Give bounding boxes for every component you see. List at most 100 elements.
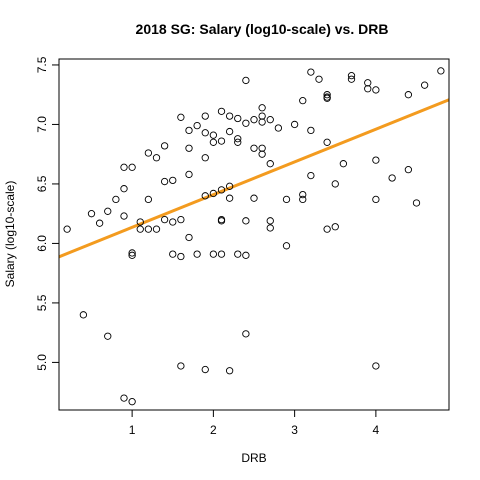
data-point xyxy=(136,218,144,226)
data-point xyxy=(225,182,234,190)
data-point xyxy=(234,114,242,123)
data-point xyxy=(120,394,128,402)
data-point xyxy=(412,199,421,207)
data-point xyxy=(372,86,380,94)
data-point xyxy=(169,218,177,226)
data-point xyxy=(250,144,258,152)
data-point xyxy=(160,177,169,186)
y-tick-label: 7.0 xyxy=(35,116,49,133)
data-point xyxy=(323,225,331,233)
data-point xyxy=(177,113,185,121)
data-point xyxy=(104,207,112,215)
data-point xyxy=(364,79,372,87)
data-point xyxy=(258,118,266,126)
data-point xyxy=(185,170,193,179)
data-point xyxy=(95,219,104,227)
y-axis: 5.0 5.5 6.0 6.5 7.0 7.5 xyxy=(35,56,59,371)
data-point xyxy=(120,185,128,193)
data-point xyxy=(242,76,250,85)
data-point xyxy=(217,217,226,225)
data-point xyxy=(193,250,201,258)
data-point xyxy=(307,68,315,76)
data-point xyxy=(152,225,161,233)
data-point xyxy=(177,362,185,370)
data-point xyxy=(250,194,258,202)
data-point xyxy=(209,250,218,258)
data-point xyxy=(258,104,266,112)
data-point xyxy=(225,127,234,136)
data-point xyxy=(177,252,185,261)
data-point xyxy=(104,332,112,340)
x-tick-label: 2 xyxy=(210,423,217,437)
data-point xyxy=(225,367,234,375)
data-point xyxy=(299,195,307,204)
data-point xyxy=(266,217,274,225)
data-point xyxy=(112,195,120,204)
data-point xyxy=(201,365,209,374)
y-tick-label: 6.0 xyxy=(35,235,49,252)
data-point xyxy=(282,195,291,204)
data-point xyxy=(120,212,128,220)
data-point xyxy=(307,126,315,135)
data-point xyxy=(217,137,226,145)
data-point xyxy=(144,149,153,157)
data-point xyxy=(323,138,331,146)
data-point xyxy=(234,138,242,146)
data-point xyxy=(331,180,339,188)
regression-line xyxy=(59,98,449,259)
data-point xyxy=(225,112,234,120)
data-point xyxy=(307,171,315,180)
data-points xyxy=(63,67,445,406)
x-axis-label: DRB xyxy=(241,451,266,465)
data-point xyxy=(347,72,356,80)
data-point xyxy=(258,112,266,120)
data-point xyxy=(331,223,339,231)
data-point xyxy=(282,242,291,250)
data-point xyxy=(299,96,307,105)
data-point xyxy=(323,91,331,99)
data-point xyxy=(128,398,136,406)
data-point xyxy=(169,250,177,258)
data-point xyxy=(144,225,153,233)
data-point xyxy=(437,67,445,75)
data-point xyxy=(128,251,136,259)
data-point xyxy=(372,362,380,370)
data-point xyxy=(152,154,161,162)
data-point xyxy=(290,120,299,129)
data-point xyxy=(217,250,226,258)
data-point xyxy=(209,131,218,139)
y-tick-label: 6.5 xyxy=(35,175,49,192)
data-point xyxy=(250,116,258,124)
chart-title: 2018 SG: Salary (log10-scale) vs. DRB xyxy=(136,21,389,37)
data-point xyxy=(420,81,429,89)
data-point xyxy=(120,163,128,171)
data-point xyxy=(372,195,380,204)
data-point xyxy=(160,215,169,224)
data-point xyxy=(185,126,193,135)
data-point xyxy=(388,174,396,182)
data-point xyxy=(234,135,242,143)
data-point xyxy=(136,225,144,233)
data-point xyxy=(372,156,380,164)
data-point xyxy=(258,150,266,158)
data-point xyxy=(217,107,226,116)
y-tick-label: 5.0 xyxy=(35,354,49,371)
data-point xyxy=(242,330,250,338)
data-point xyxy=(63,225,71,233)
data-point xyxy=(274,124,283,132)
data-point xyxy=(404,91,413,99)
data-point xyxy=(144,195,153,204)
data-point xyxy=(193,121,201,130)
data-point xyxy=(201,112,209,120)
data-point xyxy=(315,75,323,83)
data-point xyxy=(347,75,356,83)
data-point xyxy=(242,119,250,127)
plot-area-frame xyxy=(58,58,450,411)
data-point xyxy=(266,160,274,168)
data-point xyxy=(185,144,193,152)
data-point xyxy=(169,176,177,185)
data-point xyxy=(160,142,169,150)
data-point xyxy=(266,224,274,232)
